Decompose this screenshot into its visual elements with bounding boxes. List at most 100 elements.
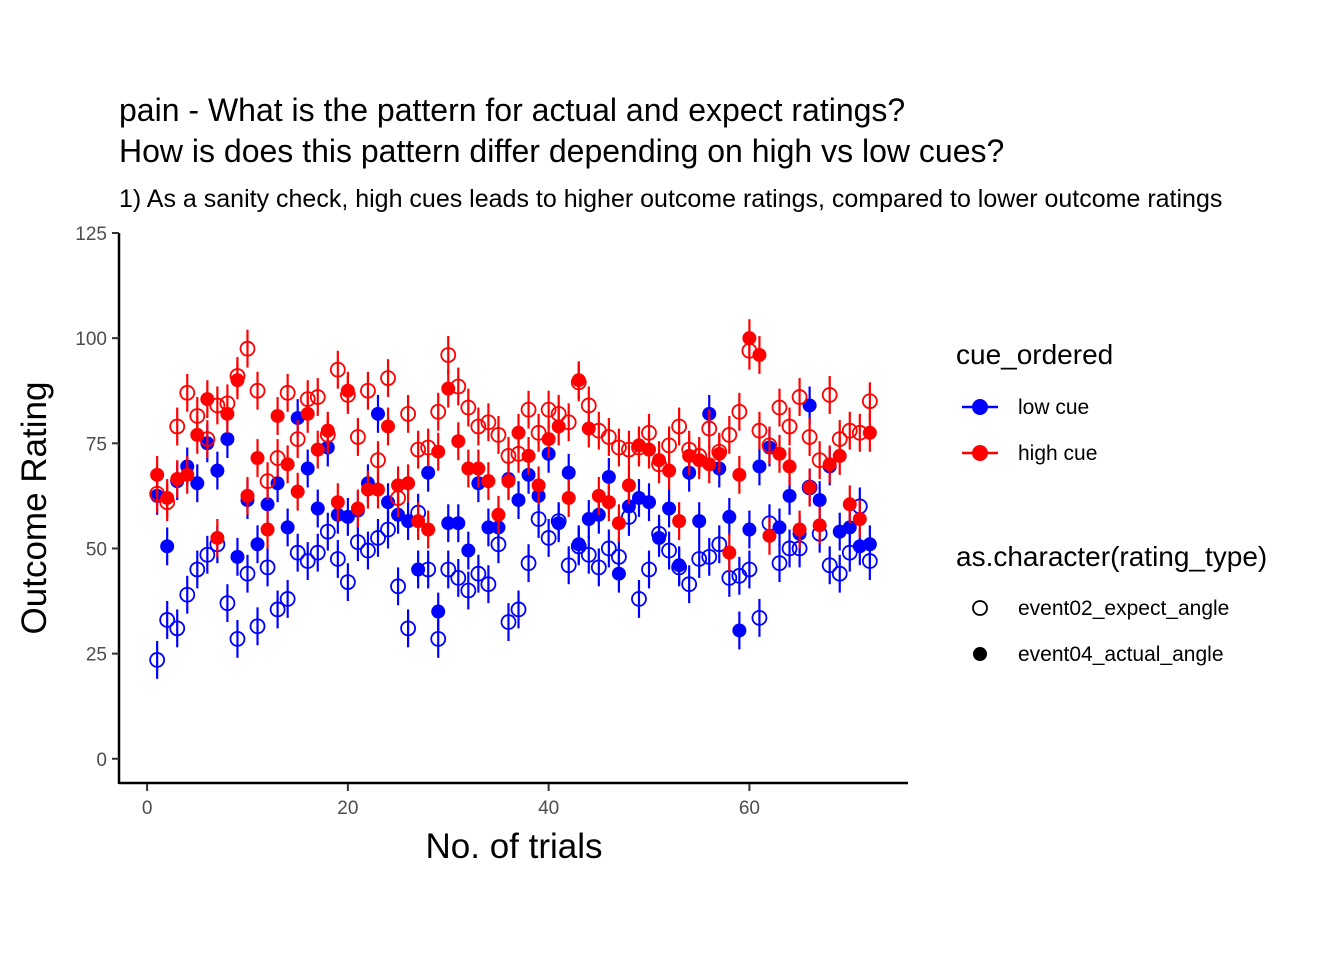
data-point-expect	[771, 399, 788, 416]
data-point-expect	[540, 401, 557, 418]
data-point-actual	[862, 537, 877, 552]
data-point-actual	[230, 373, 245, 388]
data-point-actual	[270, 476, 285, 491]
data-point-expect	[520, 555, 537, 572]
data-point-actual	[842, 497, 857, 512]
data-point-expect	[159, 612, 176, 628]
data-point-expect	[600, 429, 617, 445]
data-point-actual	[260, 522, 275, 537]
data-point-expect	[761, 437, 778, 454]
data-point-actual	[280, 520, 295, 535]
data-point-actual	[862, 425, 877, 440]
data-point-actual	[270, 408, 285, 423]
chart-subtitle: 1) As a sanity check, high cues leads to…	[119, 185, 1222, 213]
data-point-actual	[370, 482, 385, 497]
data-point-expect	[470, 565, 487, 582]
data-point-expect	[249, 618, 266, 635]
chart-title-line-1: pain - What is the pattern for actual an…	[119, 92, 905, 128]
data-point-actual	[611, 516, 626, 531]
data-point-actual	[812, 518, 827, 533]
data-point-actual	[782, 459, 797, 474]
data-point-expect	[530, 424, 547, 441]
y-tick-label: 0	[96, 750, 107, 771]
data-point-actual	[852, 512, 867, 527]
data-point-expect	[299, 553, 316, 569]
data-point-actual	[401, 514, 416, 529]
data-point-expect	[309, 389, 326, 405]
data-point-actual	[642, 442, 657, 457]
data-point-expect	[380, 370, 396, 387]
data-point-expect	[440, 561, 457, 578]
data-point-expect	[400, 405, 416, 422]
data-point-actual	[832, 448, 847, 463]
data-point-actual	[652, 530, 667, 545]
data-point-expect	[169, 620, 186, 637]
data-point-actual	[240, 488, 255, 503]
data-point-expect	[329, 551, 346, 567]
data-point-actual	[531, 478, 546, 493]
data-point-actual	[491, 507, 506, 522]
data-point-expect	[209, 397, 226, 414]
data-point-expect	[370, 452, 386, 469]
data-point-actual	[360, 482, 375, 497]
data-point-expect	[600, 540, 617, 557]
data-point-expect	[289, 544, 306, 561]
legend-expect-marker	[972, 600, 988, 616]
data-point-expect	[390, 578, 406, 595]
data-point-actual	[190, 427, 205, 442]
data-point-actual	[672, 514, 687, 529]
data-point-expect	[711, 536, 728, 553]
data-point-expect	[560, 557, 577, 574]
data-point-actual	[601, 469, 616, 484]
plot-panel	[149, 319, 878, 679]
data-point-expect	[259, 473, 276, 490]
data-point-expect	[611, 439, 627, 456]
data-point-actual	[190, 476, 205, 491]
data-point-expect	[671, 418, 688, 435]
data-point-actual	[160, 490, 175, 505]
data-point-actual	[501, 474, 516, 489]
data-point-actual	[461, 461, 476, 476]
y-tick-label: 100	[75, 329, 107, 350]
data-point-expect	[269, 601, 286, 618]
data-point-expect	[440, 347, 457, 363]
data-point-actual	[340, 509, 355, 524]
legend-high-cue-label: high cue	[1018, 442, 1097, 465]
data-point-expect	[791, 389, 808, 405]
data-point-actual	[381, 419, 396, 434]
data-point-actual	[621, 478, 636, 493]
series-high-cue-actual	[150, 319, 877, 572]
data-point-actual	[290, 484, 305, 499]
x-axis-ticks: 0 20 40 60	[142, 784, 760, 819]
series-low-cue-actual	[150, 386, 877, 650]
data-point-actual	[551, 419, 566, 434]
data-point-expect	[480, 414, 497, 431]
data-point-expect	[751, 609, 768, 626]
data-point-expect	[731, 403, 748, 420]
data-point-actual	[742, 331, 757, 346]
data-point-expect	[219, 595, 236, 612]
data-point-expect	[329, 361, 346, 378]
data-point-expect	[229, 630, 246, 647]
data-point-actual	[160, 539, 175, 554]
data-point-actual	[561, 465, 576, 480]
data-point-expect	[540, 530, 557, 546]
data-point-expect	[721, 426, 738, 443]
data-point-actual	[350, 501, 365, 516]
data-point-actual	[742, 522, 757, 537]
data-point-actual	[672, 558, 687, 573]
data-point-actual	[210, 530, 225, 545]
data-point-actual	[451, 434, 466, 449]
y-tick-label: 125	[75, 224, 107, 245]
data-point-actual	[752, 347, 767, 362]
data-point-actual	[621, 499, 636, 514]
legend-actual-label: event04_actual_angle	[1018, 643, 1224, 666]
data-point-actual	[571, 537, 586, 552]
data-point-actual	[662, 463, 677, 478]
data-point-actual	[210, 463, 225, 478]
data-point-expect	[861, 393, 878, 410]
data-point-actual	[220, 406, 235, 421]
data-point-expect	[480, 576, 497, 593]
data-point-expect	[661, 542, 677, 559]
x-tick-label: 40	[538, 798, 559, 819]
